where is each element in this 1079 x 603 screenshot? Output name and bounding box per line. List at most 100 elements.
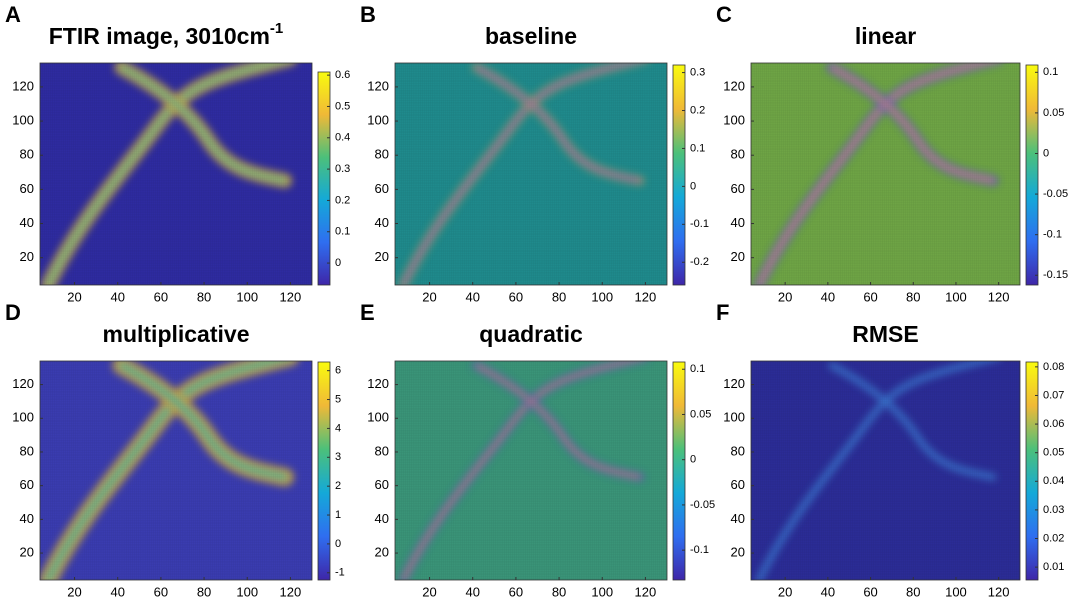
panel-letter: C — [716, 2, 732, 27]
title-text: linear — [855, 23, 916, 49]
x-tick-label: 40 — [465, 584, 479, 599]
x-tick-label: 120 — [988, 584, 1010, 599]
x-tick-label: 80 — [552, 584, 566, 599]
mesh — [40, 361, 312, 580]
colorbar-tick-label: -1 — [335, 567, 345, 579]
colorbar-tick-label: 4 — [335, 422, 341, 434]
axes-frame — [39, 62, 313, 286]
title-text: quadratic — [479, 321, 583, 347]
colorbar-tick-label: 0.05 — [1043, 107, 1064, 119]
colorbar — [1025, 64, 1039, 286]
colorbar-tick-label: 0.1 — [335, 226, 350, 238]
colorbar-tick-label: 0 — [690, 180, 696, 192]
y-tick-label: 40 — [731, 215, 745, 230]
colorbar — [317, 361, 331, 581]
x-tick-label: 80 — [906, 289, 920, 304]
colorbar-tick-label: 0.2 — [690, 104, 705, 116]
y-tick-label: 100 — [723, 112, 745, 127]
x-tick-label: 120 — [280, 289, 302, 304]
y-tick-label: 120 — [12, 376, 34, 391]
panel-title: FTIR image, 3010cm-1 — [49, 20, 284, 49]
y-tick-label: 40 — [20, 215, 34, 230]
axes-frame — [394, 62, 668, 286]
colorbar-tick-label: 0.03 — [1043, 504, 1064, 516]
x-tick-label: 80 — [197, 289, 211, 304]
x-tick-label: 20 — [778, 584, 792, 599]
y-tick-label: 20 — [731, 544, 745, 559]
y-tick-label: 40 — [20, 511, 34, 526]
y-tick-label: 120 — [12, 78, 34, 93]
mesh — [395, 361, 667, 580]
colorbar-tick-label: 5 — [335, 393, 341, 405]
panel-letter: B — [360, 2, 376, 27]
colorbar — [317, 71, 331, 286]
x-tick-label: 60 — [509, 584, 523, 599]
x-tick-label: 80 — [906, 584, 920, 599]
colorbar-tick-label: 0.3 — [690, 66, 705, 78]
y-tick-label: 20 — [20, 249, 34, 264]
panel: F RMSE 20 40 60 80 100 120 20 40 60 80 100 120 0.01 0.0… — [716, 300, 1064, 600]
y-tick-label: 60 — [731, 477, 745, 492]
colorbar-tick-label: 0.1 — [690, 363, 705, 375]
panel-letter: F — [716, 300, 729, 325]
colorbar-tick-label: 0.07 — [1043, 389, 1064, 401]
colorbar-tick-label: 0.1 — [1043, 66, 1058, 78]
y-tick-label: 60 — [20, 181, 34, 196]
x-tick-label: 20 — [422, 584, 436, 599]
mesh — [40, 63, 312, 285]
colorbar-tick-label: 3 — [335, 451, 341, 463]
colorbar-tick-label: 2 — [335, 480, 341, 492]
y-tick-label: 80 — [731, 443, 745, 458]
colorbar-tick-label: 6 — [335, 365, 341, 377]
title-text: multiplicative — [103, 321, 250, 347]
title-text: RMSE — [852, 321, 918, 347]
y-tick-label: 40 — [731, 511, 745, 526]
x-tick-label: 100 — [236, 289, 258, 304]
x-tick-label: 20 — [778, 289, 792, 304]
panel-title: linear — [855, 23, 916, 49]
x-tick-label: 100 — [945, 584, 967, 599]
x-tick-label: 100 — [591, 584, 613, 599]
colorbar-tick-label: 0 — [1043, 147, 1049, 159]
panel-title: baseline — [485, 23, 577, 49]
x-tick-label: 40 — [821, 289, 835, 304]
mesh — [751, 361, 1020, 580]
colorbar-tick-label: -0.2 — [690, 256, 709, 268]
colorbar-tick-label: 0 — [335, 257, 341, 269]
x-tick-label: 40 — [110, 584, 124, 599]
x-tick-label: 80 — [197, 584, 211, 599]
y-tick-label: 80 — [375, 147, 389, 162]
colorbar-tick-label: -0.15 — [1043, 269, 1068, 281]
y-tick-label: 100 — [367, 410, 389, 425]
axes-frame — [39, 360, 313, 581]
x-tick-label: 120 — [988, 289, 1010, 304]
colorbar — [672, 64, 686, 286]
colorbar — [1025, 361, 1039, 581]
colorbar-tick-label: 0.4 — [335, 132, 350, 144]
mesh — [395, 63, 667, 285]
mesh — [751, 63, 1020, 285]
y-tick-label: 80 — [20, 147, 34, 162]
y-tick-label: 20 — [20, 544, 34, 559]
colorbar-tick-label: 0.05 — [1043, 447, 1064, 459]
x-tick-label: 60 — [863, 289, 877, 304]
y-tick-label: 20 — [375, 544, 389, 559]
y-tick-label: 100 — [12, 112, 34, 127]
axes-frame — [750, 360, 1021, 581]
x-tick-label: 100 — [236, 584, 258, 599]
y-tick-label: 80 — [731, 147, 745, 162]
y-tick-label: 20 — [731, 249, 745, 264]
y-tick-label: 100 — [723, 410, 745, 425]
y-tick-label: 120 — [367, 78, 389, 93]
colorbar-tick-label: 0.02 — [1043, 532, 1064, 544]
y-tick-label: 40 — [375, 511, 389, 526]
y-tick-label: 80 — [20, 443, 34, 458]
title-text: FTIR image, 3010cm — [49, 23, 270, 49]
colorbar-tick-label: 0.06 — [1043, 418, 1064, 430]
x-tick-label: 40 — [465, 289, 479, 304]
colorbar-tick-label: 1 — [335, 509, 341, 521]
y-tick-label: 80 — [375, 443, 389, 458]
